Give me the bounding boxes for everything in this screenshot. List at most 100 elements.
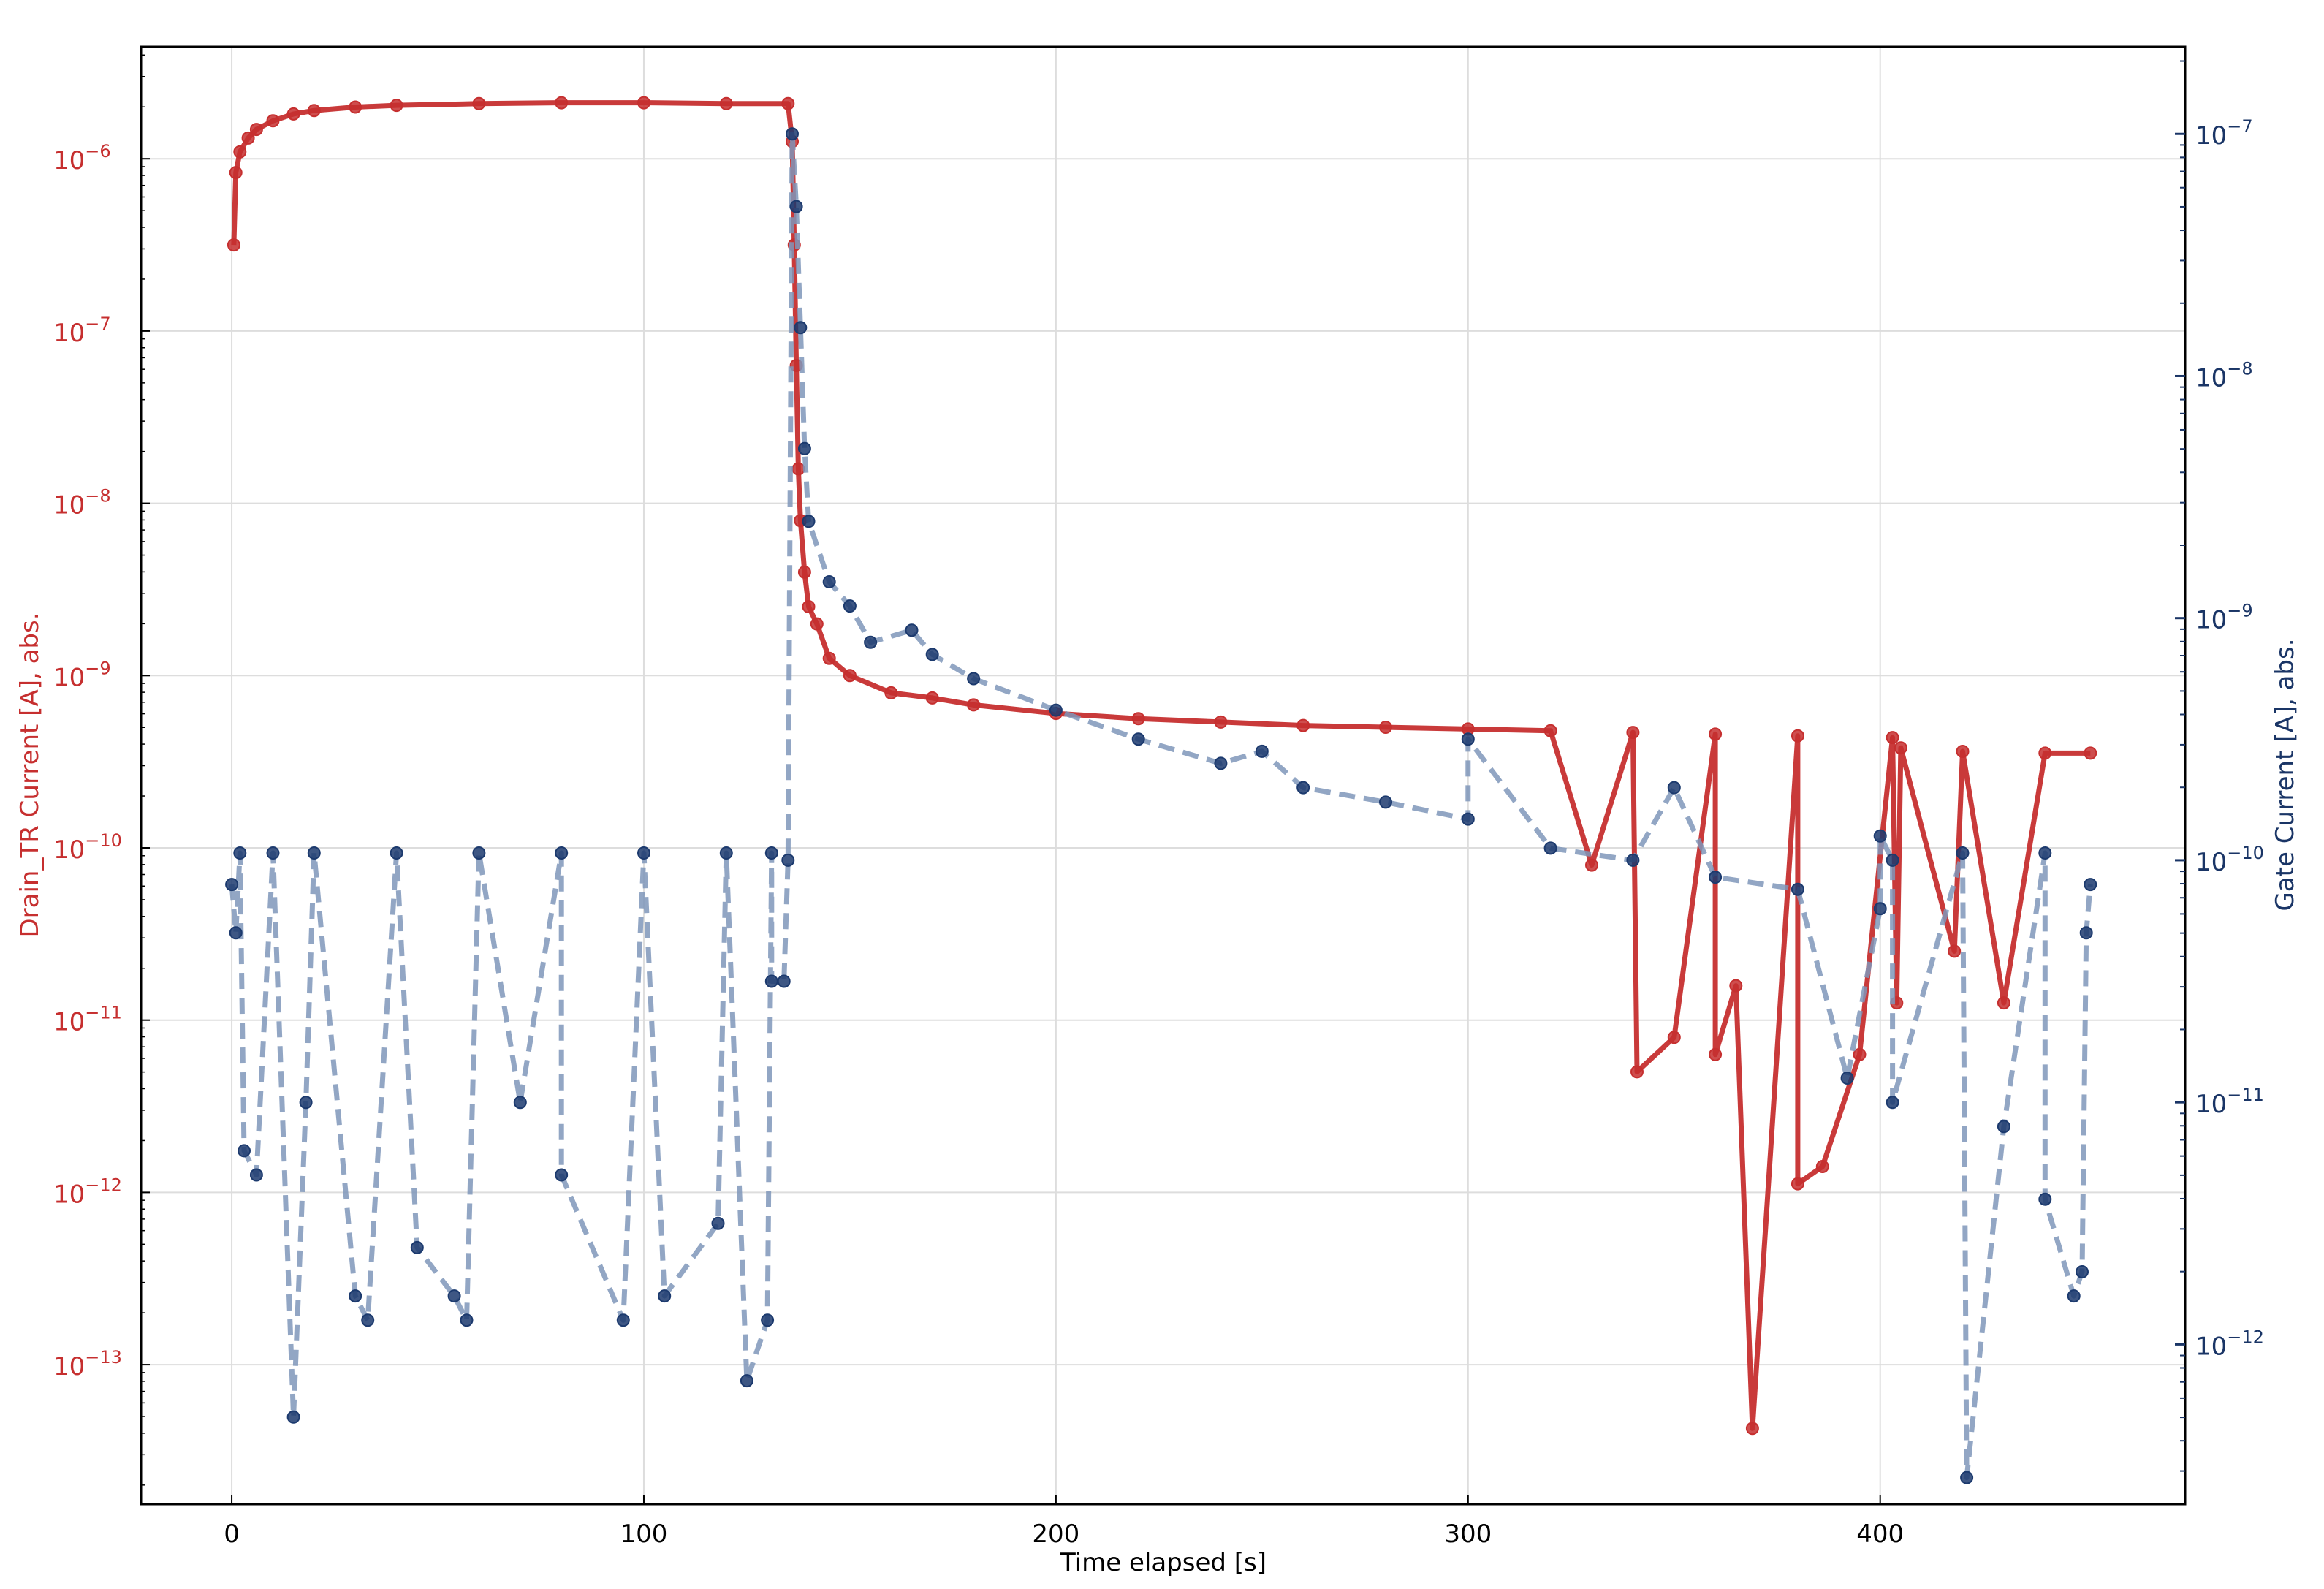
data-point-drain	[719, 96, 733, 110]
data-point-gate	[1791, 882, 1804, 896]
data-point-drain	[1379, 721, 1392, 734]
y-left-tick-label: 10−13	[53, 1347, 122, 1381]
data-point-drain	[2038, 746, 2052, 760]
data-point-gate	[555, 1168, 569, 1182]
data-point-gate	[1997, 1120, 2010, 1134]
data-point-drain	[1791, 729, 1804, 743]
data-point-gate	[307, 846, 321, 860]
data-point-gate	[513, 1096, 527, 1110]
data-point-drain	[637, 96, 650, 110]
data-point-gate	[658, 1289, 672, 1303]
data-point-gate	[266, 846, 280, 860]
data-point-drain	[822, 651, 836, 665]
x-tick-label: 200	[1032, 1520, 1079, 1549]
data-point-drain	[1791, 1177, 1804, 1191]
data-point-gate	[1956, 846, 1970, 860]
y-left-axis-title: Drain_TR Current [A], abs.	[15, 612, 45, 937]
data-point-gate	[637, 846, 650, 860]
data-point-gate	[1886, 853, 1899, 867]
data-point-drain	[1894, 741, 1907, 755]
y-right-tick-label: 10−7	[2195, 116, 2253, 151]
series-line-drain	[231, 100, 2091, 1431]
data-point-gate	[2067, 1289, 2081, 1303]
data-point-drain	[843, 669, 857, 683]
data-point-gate	[864, 635, 878, 649]
data-point-gate	[797, 441, 811, 455]
data-point-gate	[361, 1313, 375, 1327]
data-point-drain	[781, 96, 795, 110]
x-tick-label: 0	[224, 1520, 240, 1549]
data-point-gate	[460, 1313, 474, 1327]
data-point-drain	[1948, 944, 1962, 958]
data-point-gate	[843, 599, 857, 613]
data-point-drain	[1131, 712, 1145, 726]
plot-frame	[140, 45, 2187, 1506]
data-point-gate	[1131, 732, 1145, 746]
data-point-drain	[555, 96, 569, 110]
data-point-gate	[967, 672, 981, 686]
data-point-drain	[249, 123, 263, 137]
data-point-drain	[1214, 715, 1228, 729]
data-point-gate	[229, 926, 243, 940]
data-point-gate	[1296, 781, 1310, 794]
data-point-gate	[2076, 1265, 2089, 1278]
data-point-gate	[555, 846, 569, 860]
data-point-gate	[1049, 703, 1063, 717]
data-point-gate	[616, 1313, 630, 1327]
data-point-drain	[229, 166, 243, 180]
data-point-drain	[967, 698, 981, 712]
data-point-gate	[225, 878, 239, 892]
data-point-gate	[1626, 853, 1640, 867]
data-point-drain	[1997, 996, 2010, 1010]
data-point-drain	[266, 114, 280, 128]
data-point-drain	[1296, 718, 1310, 732]
data-point-drain	[1886, 731, 1899, 745]
data-point-gate	[925, 648, 939, 661]
y-left-tick-label: 10−8	[53, 486, 111, 520]
data-point-gate	[1255, 744, 1269, 758]
data-point-drain	[1853, 1047, 1867, 1061]
data-point-gate	[410, 1240, 424, 1254]
data-point-gate	[1960, 1471, 1974, 1484]
data-point-gate	[2038, 846, 2052, 860]
data-point-drain	[802, 600, 816, 613]
data-point-gate	[789, 200, 803, 213]
data-point-gate	[1667, 781, 1681, 794]
data-point-gate	[1379, 795, 1392, 809]
data-point-gate	[1886, 1096, 1899, 1110]
data-point-drain	[349, 100, 362, 114]
data-point-gate	[719, 846, 733, 860]
data-point-drain	[810, 617, 824, 631]
y-right-tick-label: 10−9	[2195, 601, 2253, 635]
data-point-gate	[794, 321, 808, 335]
data-point-drain	[1667, 1031, 1681, 1044]
y-right-axis-title: Gate Current [A], abs.	[2271, 638, 2300, 911]
y-left-tick-label: 10−11	[53, 1003, 122, 1037]
axes-layer: 0 100 200 300 400 10−6 10−7 10−8 10−9 10−10 10−11 1…	[53, 45, 2264, 1549]
data-point-gate	[2038, 1192, 2052, 1206]
y-left-tick-label: 10−9	[53, 658, 111, 692]
data-point-gate	[233, 846, 247, 860]
data-point-gate	[905, 623, 919, 637]
data-point-drain	[1626, 726, 1640, 740]
data-point-drain	[472, 96, 486, 110]
x-axis-title: Time elapsed [s]	[1060, 1548, 1267, 1577]
data-point-drain	[1709, 1047, 1723, 1061]
data-point-gate	[764, 974, 778, 988]
data-point-gate	[286, 1410, 300, 1424]
y-right-tick-label: 10−12	[2195, 1327, 2264, 1361]
data-point-gate	[238, 1144, 251, 1158]
data-point-gate	[299, 1096, 313, 1110]
y-left-tick-label: 10−7	[53, 314, 111, 348]
data-point-gate	[1873, 829, 1887, 843]
y-right-tick-label: 10−11	[2195, 1085, 2264, 1119]
data-point-drain	[2084, 746, 2097, 760]
data-point-gate	[2079, 926, 2093, 940]
data-point-gate	[822, 575, 836, 588]
data-point-gate	[711, 1216, 725, 1230]
data-point-drain	[884, 686, 898, 699]
data-point-gate	[1709, 871, 1723, 884]
data-point-drain	[1709, 727, 1723, 741]
